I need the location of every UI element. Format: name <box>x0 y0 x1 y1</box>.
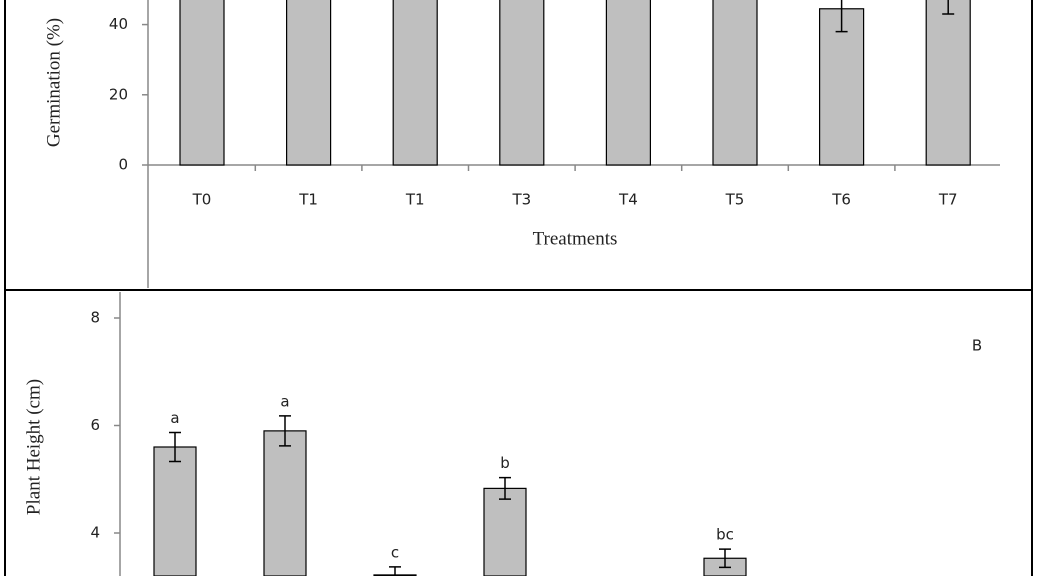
bar <box>483 487 527 576</box>
error-bar <box>942 0 955 15</box>
y-axis-label: Plant Height (cm) <box>23 379 44 515</box>
bar <box>499 0 545 166</box>
y-tick-label: 40 <box>109 15 128 33</box>
y-tick-label: 4 <box>90 524 100 542</box>
panel-b: 4 6 8 Plant Height (cm) Ba a c b bc <box>23 292 982 576</box>
error-bar <box>169 431 181 463</box>
x-tick-label: T7 <box>938 191 958 209</box>
bar <box>286 0 332 166</box>
error-bar <box>279 415 291 447</box>
x-tick-label: T5 <box>725 191 745 209</box>
x-tick-label: T3 <box>511 191 531 209</box>
panel-a: 0 20 40 Germination (%) T0 T1 T1 T3 T4 T5 T6 T7 Trea… <box>43 0 1000 288</box>
bar <box>263 430 307 576</box>
x-tick-label: T0 <box>192 191 212 209</box>
y-axis-label: Germination (%) <box>43 18 64 147</box>
x-tick-label: T1 <box>405 191 425 209</box>
bar <box>179 0 225 166</box>
bar <box>605 0 652 166</box>
y-tick-label: 20 <box>109 85 128 103</box>
panel-label: B <box>972 337 982 355</box>
significance-letter: b <box>500 454 510 472</box>
bar <box>153 446 197 576</box>
significance-letter: a <box>280 392 289 410</box>
y-tick-label: 0 <box>118 156 128 174</box>
y-tick-label: 8 <box>90 309 100 327</box>
bar <box>818 8 865 166</box>
error-bar <box>719 548 731 569</box>
error-bar <box>389 566 401 576</box>
y-tick-label: 6 <box>90 416 100 434</box>
significance-letter: c <box>391 543 399 561</box>
x-tick-label: T4 <box>618 191 638 209</box>
bar <box>392 0 438 166</box>
x-axis-label: Treatments <box>533 228 618 249</box>
significance-letter: a <box>170 409 179 427</box>
x-tick-label: T1 <box>298 191 318 209</box>
bar <box>925 0 971 166</box>
bar <box>712 0 758 166</box>
x-tick-label: T6 <box>831 191 851 209</box>
significance-letter: bc <box>716 526 734 544</box>
error-bar <box>835 0 848 33</box>
error-bar <box>499 476 511 500</box>
